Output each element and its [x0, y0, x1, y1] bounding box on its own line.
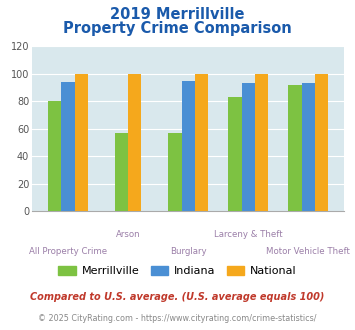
- Bar: [228, 97, 242, 211]
- Bar: [168, 133, 181, 211]
- Bar: [242, 83, 255, 211]
- Bar: [61, 82, 75, 211]
- Bar: [75, 74, 88, 211]
- Text: Arson: Arson: [116, 230, 140, 239]
- Text: 2019 Merrillville: 2019 Merrillville: [110, 7, 245, 21]
- Bar: [302, 83, 315, 211]
- Bar: [255, 74, 268, 211]
- Text: All Property Crime: All Property Crime: [29, 247, 107, 256]
- Bar: [181, 81, 195, 211]
- Text: Compared to U.S. average. (U.S. average equals 100): Compared to U.S. average. (U.S. average …: [30, 292, 325, 302]
- Bar: [48, 101, 61, 211]
- Text: Larceny & Theft: Larceny & Theft: [214, 230, 283, 239]
- Text: Burglary: Burglary: [170, 247, 207, 256]
- Text: © 2025 CityRating.com - https://www.cityrating.com/crime-statistics/: © 2025 CityRating.com - https://www.city…: [38, 314, 317, 323]
- Bar: [195, 74, 208, 211]
- Bar: [289, 85, 302, 211]
- Text: Motor Vehicle Theft: Motor Vehicle Theft: [266, 247, 350, 256]
- Bar: [128, 74, 141, 211]
- Bar: [315, 74, 328, 211]
- Legend: Merrillville, Indiana, National: Merrillville, Indiana, National: [54, 261, 301, 280]
- Bar: [115, 133, 128, 211]
- Text: Property Crime Comparison: Property Crime Comparison: [63, 21, 292, 36]
